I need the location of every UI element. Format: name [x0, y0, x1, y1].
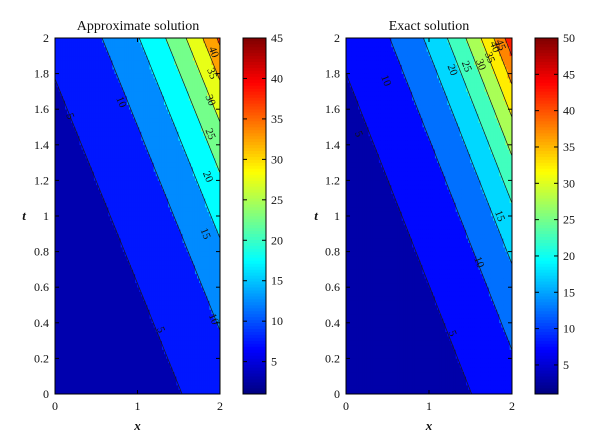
chart-title: Approximate solution: [77, 19, 200, 34]
x-axis-label: x: [133, 418, 141, 433]
colorbar-tick-label: 10: [271, 314, 283, 328]
contour-fill: [55, 38, 220, 394]
contour-label: 15: [492, 209, 507, 224]
x-tick-label: 2: [217, 399, 223, 413]
y-tick-label: 0.6: [34, 280, 49, 294]
y-tick-label: 1.6: [325, 102, 340, 116]
y-tick-label: 1.8: [325, 67, 340, 81]
chart-title: Exact solution: [389, 19, 470, 34]
y-tick-label: 1.4: [325, 138, 340, 152]
contour-label: 10: [378, 73, 393, 88]
colorbar-tick-label: 5: [271, 355, 277, 369]
y-tick-label: 0.6: [325, 280, 340, 294]
contour-line-10: [389, 38, 512, 352]
contour-label: 45: [493, 38, 508, 53]
contour-line-20: [165, 38, 220, 174]
colorbar: 5 10 15 20 25 30 35 40 45: [242, 31, 283, 395]
colorbar-tick-label: 20: [271, 233, 283, 247]
x-tick-label: 2: [509, 399, 515, 413]
contour-line-25: [465, 38, 512, 157]
y-tick-label: 0.2: [34, 351, 49, 365]
contour-lines: [346, 38, 512, 394]
y-tick-label: 1.2: [34, 173, 49, 187]
colorbar-tick-label: 35: [271, 112, 283, 126]
colorbar-tick-label: 40: [563, 104, 575, 118]
contour-line-5: [346, 72, 472, 394]
y-tick-label: 0.8: [34, 245, 49, 259]
y-tick-label: 1.4: [34, 138, 49, 152]
colorbar-tick-label: 40: [271, 71, 283, 85]
colorbar-tick-label: 10: [563, 322, 575, 336]
contour-label: 40: [206, 45, 221, 60]
y-tick-label: 1.8: [34, 67, 49, 81]
contour-label: 20: [445, 63, 460, 78]
contour-label: 35: [482, 50, 497, 65]
x-axis-label: x: [425, 418, 433, 433]
contour-line-15: [423, 38, 512, 266]
contour-line-25: [185, 38, 220, 124]
y-axis-label: t: [314, 208, 318, 223]
y-tick-label: 0: [334, 387, 340, 401]
y-tick-label: 2: [334, 31, 340, 45]
contour-label: 25: [202, 127, 217, 142]
contour-label: 30: [202, 93, 217, 108]
contour-label: 35: [204, 66, 219, 81]
contour-label: 20: [200, 169, 215, 184]
y-tick-label: 1: [334, 209, 340, 223]
colorbar: 5 10 15 20 25 30 35 40 45 50: [534, 31, 575, 395]
colorbar-tick-label: 25: [271, 193, 283, 207]
y-tick-label: 1: [43, 209, 49, 223]
colorbar-tick-label: 45: [271, 31, 283, 45]
contour-lines: [55, 38, 220, 394]
colorbar-tick-label: 20: [563, 249, 575, 263]
colorbar-tick-label: 15: [563, 285, 575, 299]
colorbar-tick-label: 5: [563, 358, 569, 372]
colorbar-frame: [534, 37, 559, 395]
colorbar-tick-label: 25: [563, 213, 575, 227]
y-tick-label: 0: [43, 387, 49, 401]
y-tick-label: 0.2: [325, 351, 340, 365]
contour-line-20: [446, 38, 512, 205]
contour-label: 15: [198, 226, 213, 241]
contour-label: 10: [471, 255, 486, 270]
x-tick-label: 1: [426, 399, 432, 413]
x-tick-label: 1: [135, 399, 141, 413]
colorbar-tick-label: 35: [563, 140, 575, 154]
contour-label: 25: [459, 59, 474, 74]
contour-label: 10: [113, 95, 128, 110]
y-tick-label: 1.2: [325, 173, 340, 187]
contour-label: 40: [487, 40, 502, 55]
y-axis-label: t: [22, 208, 26, 223]
contour-label: 5: [63, 112, 76, 122]
contour-label: 5: [154, 325, 167, 335]
y-tick-label: 2: [43, 31, 49, 45]
colorbar-tick-label: 45: [563, 67, 575, 81]
contour-label: 5: [446, 329, 459, 339]
colorbar-tick-label: 50: [563, 31, 575, 45]
contour-label: 5: [352, 129, 365, 139]
x-tick-label: 0: [52, 399, 58, 413]
colorbar-tick-label: 30: [563, 176, 575, 190]
contour-line-10: [101, 38, 220, 332]
colorbar-tick-label: 15: [271, 274, 283, 288]
contour-fill: [346, 38, 512, 394]
y-tick-label: 1.6: [34, 102, 49, 116]
contour-line-15: [138, 38, 220, 240]
y-tick-label: 0.4: [34, 316, 49, 330]
colorbar-frame: [242, 37, 267, 395]
contour-line-5: [55, 77, 183, 394]
contour-line-30: [480, 38, 512, 119]
contour-label: 30: [473, 57, 488, 72]
x-tick-label: 0: [343, 399, 349, 413]
y-tick-label: 0.4: [325, 316, 340, 330]
y-tick-label: 0.8: [325, 245, 340, 259]
colorbar-tick-label: 30: [271, 152, 283, 166]
contour-line-30: [202, 38, 220, 82]
